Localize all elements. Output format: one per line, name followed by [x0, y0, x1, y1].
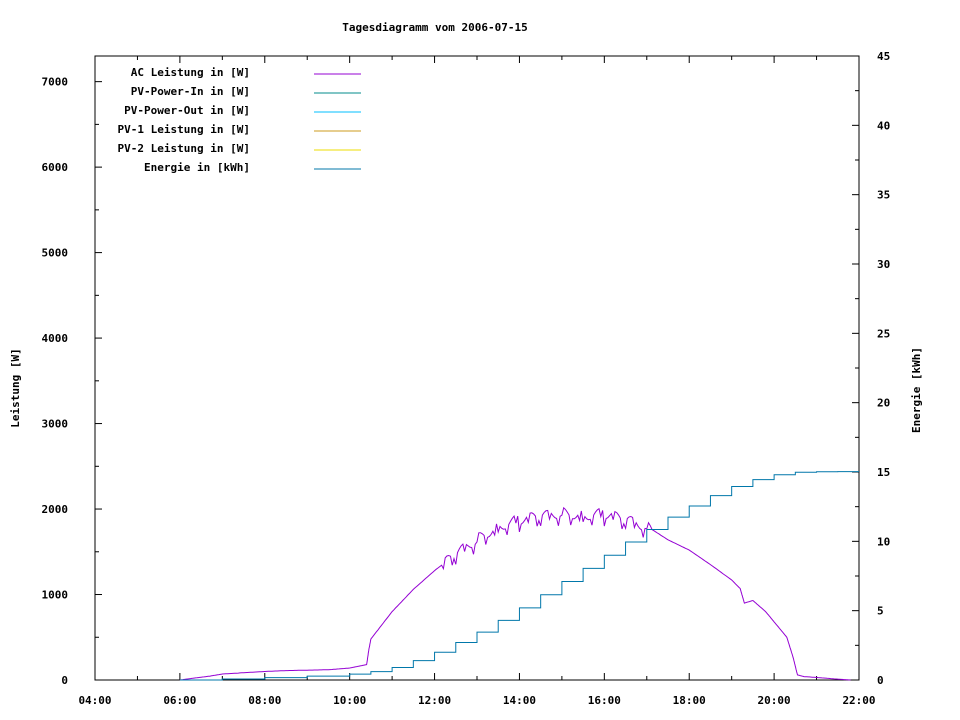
- y-tick-label: 4000: [42, 332, 69, 345]
- y2-tick-label: 45: [877, 50, 890, 63]
- x-tick-label: 08:00: [248, 694, 281, 707]
- y-tick-label: 0: [61, 674, 68, 687]
- y2-tick-label: 10: [877, 535, 890, 548]
- x-tick-label: 06:00: [163, 694, 196, 707]
- x-tick-label: 22:00: [842, 694, 875, 707]
- legend-label: AC Leistung in [W]: [131, 66, 250, 79]
- x-tick-label: 16:00: [588, 694, 621, 707]
- series-layer: [179, 471, 859, 681]
- legend-label: PV-Power-In in [W]: [131, 85, 250, 98]
- y2-tick-label: 5: [877, 605, 884, 618]
- y2-tick-label: 15: [877, 466, 890, 479]
- y-tick-label: 7000: [42, 76, 69, 89]
- x-tick-label: 10:00: [333, 694, 366, 707]
- y2-tick-label: 0: [877, 674, 884, 687]
- x-tick-label: 04:00: [78, 694, 111, 707]
- y-axis-label: Leistung [W]: [9, 348, 22, 427]
- y2-tick-label: 30: [877, 258, 890, 271]
- legend-label: PV-Power-Out in [W]: [124, 104, 250, 117]
- y-tick-label: 1000: [42, 589, 69, 602]
- y2-tick-label: 20: [877, 397, 890, 410]
- x-tick-label: 18:00: [673, 694, 706, 707]
- y-tick-label: 5000: [42, 247, 69, 260]
- y2-tick-label: 40: [877, 119, 890, 132]
- y2-tick-label: 35: [877, 189, 890, 202]
- y-tick-label: 3000: [42, 418, 69, 431]
- legend: AC Leistung in [W] PV-Power-In in [W] PV-P…: [118, 66, 361, 174]
- y2-axis-label: Energie [kWh]: [910, 347, 923, 433]
- x-tick-label: 14:00: [503, 694, 536, 707]
- axes: 04:00 06:00 08:00 10:00 12:00 14:00 16:00 18:00…: [42, 50, 891, 707]
- legend-label: PV-1 Leistung in [W]: [118, 123, 250, 136]
- series-line-5: [179, 471, 859, 681]
- y-tick-label: 2000: [42, 503, 69, 516]
- x-tick-label: 12:00: [418, 694, 451, 707]
- series-line-0: [179, 506, 851, 681]
- chart-title: Tagesdiagramm vom 2006-07-15: [342, 21, 527, 34]
- y2-tick-label: 25: [877, 327, 890, 340]
- legend-label: PV-2 Leistung in [W]: [118, 142, 250, 155]
- x-tick-label: 20:00: [758, 694, 791, 707]
- y-tick-label: 6000: [42, 161, 69, 174]
- legend-label: Energie in [kWh]: [144, 161, 250, 174]
